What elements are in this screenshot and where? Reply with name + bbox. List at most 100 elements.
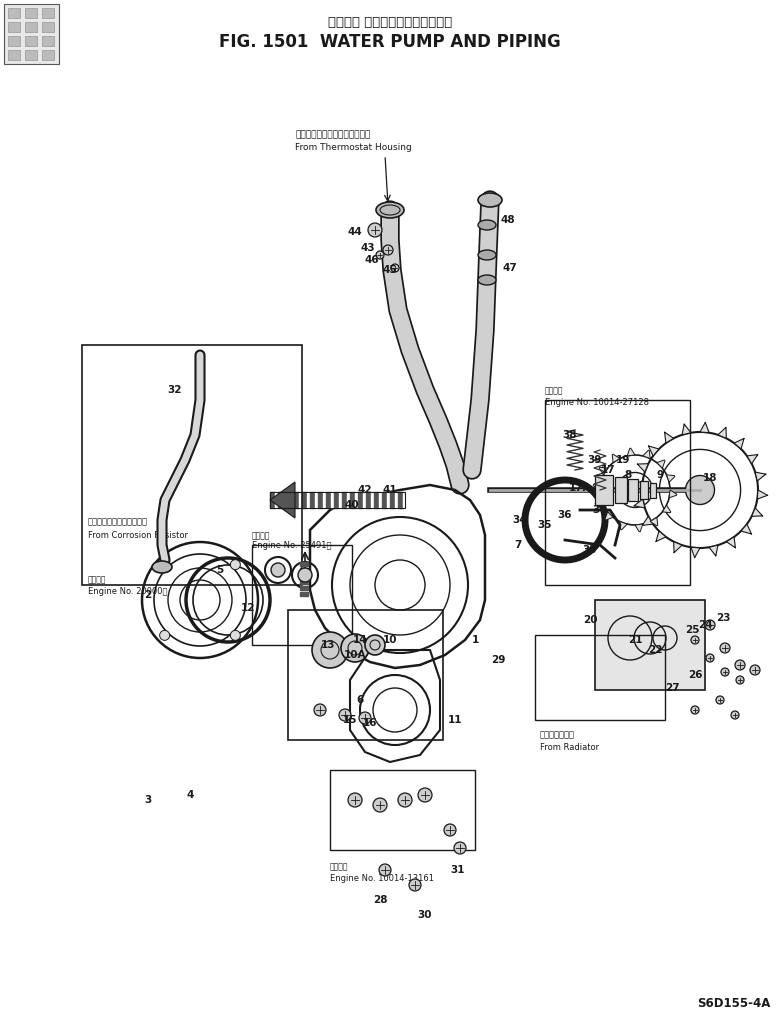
- Circle shape: [706, 654, 714, 662]
- Polygon shape: [718, 427, 726, 439]
- Text: 17A: 17A: [569, 483, 591, 493]
- Polygon shape: [665, 432, 674, 443]
- Polygon shape: [398, 492, 403, 508]
- Text: 11: 11: [448, 715, 462, 725]
- Text: 47: 47: [503, 263, 517, 273]
- Polygon shape: [657, 460, 665, 468]
- Polygon shape: [350, 492, 355, 508]
- Text: 5: 5: [216, 565, 223, 575]
- Circle shape: [341, 634, 369, 662]
- Circle shape: [230, 630, 241, 641]
- Circle shape: [686, 476, 715, 504]
- Circle shape: [736, 676, 744, 684]
- FancyBboxPatch shape: [4, 4, 59, 64]
- Text: 18: 18: [703, 473, 717, 483]
- Text: 適用番号: 適用番号: [252, 531, 270, 540]
- Polygon shape: [662, 505, 671, 512]
- Bar: [42, 50, 54, 60]
- Polygon shape: [599, 467, 608, 475]
- Polygon shape: [634, 499, 645, 508]
- Text: 26: 26: [688, 670, 702, 680]
- Text: 21: 21: [628, 636, 642, 645]
- Circle shape: [705, 620, 715, 630]
- Polygon shape: [700, 422, 709, 433]
- Circle shape: [365, 636, 385, 655]
- Polygon shape: [403, 492, 406, 508]
- Polygon shape: [278, 492, 283, 508]
- Circle shape: [312, 632, 348, 668]
- Text: 2: 2: [144, 590, 152, 600]
- Bar: [650, 483, 656, 498]
- Circle shape: [314, 704, 326, 716]
- Polygon shape: [334, 492, 339, 508]
- Polygon shape: [331, 492, 334, 508]
- Polygon shape: [643, 450, 651, 458]
- Text: From Corrosion Resistor: From Corrosion Resistor: [88, 531, 188, 539]
- Text: 4: 4: [187, 790, 194, 800]
- Polygon shape: [395, 492, 398, 508]
- Bar: [25, 22, 37, 32]
- Polygon shape: [310, 492, 315, 508]
- Polygon shape: [709, 545, 718, 557]
- Text: From Thermostat Housing: From Thermostat Housing: [295, 144, 412, 153]
- Polygon shape: [300, 574, 308, 578]
- Text: FIG. 1501  WATER PUMP AND PIPING: FIG. 1501 WATER PUMP AND PIPING: [219, 33, 561, 51]
- Text: 27: 27: [665, 683, 679, 693]
- Polygon shape: [758, 490, 768, 499]
- Text: 36: 36: [558, 510, 572, 520]
- Text: 23: 23: [715, 613, 730, 623]
- Circle shape: [359, 712, 371, 724]
- Circle shape: [376, 251, 384, 259]
- Circle shape: [339, 709, 351, 721]
- Text: ラジエータから: ラジエータから: [540, 730, 575, 739]
- Text: 適用番号: 適用番号: [330, 862, 348, 871]
- Bar: [42, 8, 54, 18]
- Polygon shape: [691, 547, 700, 558]
- Polygon shape: [300, 592, 308, 596]
- Polygon shape: [286, 492, 291, 508]
- Text: 39: 39: [588, 455, 602, 465]
- Polygon shape: [315, 492, 318, 508]
- Bar: [25, 36, 37, 46]
- Circle shape: [368, 223, 382, 237]
- Ellipse shape: [376, 202, 404, 218]
- Bar: [8, 36, 20, 46]
- Polygon shape: [326, 492, 331, 508]
- Text: 6: 6: [356, 695, 364, 705]
- Polygon shape: [275, 492, 278, 508]
- Polygon shape: [595, 498, 604, 505]
- Circle shape: [409, 879, 421, 891]
- Text: 22: 22: [647, 645, 662, 655]
- Polygon shape: [682, 424, 691, 435]
- FancyBboxPatch shape: [595, 600, 705, 690]
- Circle shape: [391, 264, 399, 272]
- Polygon shape: [741, 524, 752, 534]
- Polygon shape: [390, 492, 395, 508]
- Circle shape: [398, 793, 412, 807]
- Text: 45: 45: [383, 265, 398, 275]
- Circle shape: [379, 864, 391, 876]
- Text: 20: 20: [583, 615, 597, 625]
- Circle shape: [159, 630, 169, 641]
- Polygon shape: [307, 492, 310, 508]
- Circle shape: [383, 245, 393, 255]
- Circle shape: [716, 696, 724, 704]
- Bar: [42, 22, 54, 32]
- Polygon shape: [734, 439, 744, 449]
- Circle shape: [271, 563, 285, 577]
- Bar: [8, 8, 20, 18]
- Text: 13: 13: [321, 640, 335, 650]
- Text: 37: 37: [593, 505, 608, 515]
- Circle shape: [348, 793, 362, 807]
- Ellipse shape: [478, 193, 502, 207]
- Text: 適用番号: 適用番号: [88, 575, 106, 584]
- Text: From Radiator: From Radiator: [540, 743, 599, 752]
- Text: 25: 25: [685, 625, 699, 636]
- Text: ウォータ ポンプおよびパイピング: ウォータ ポンプおよびパイピング: [328, 15, 452, 29]
- Bar: [8, 22, 20, 32]
- Text: 19: 19: [615, 455, 630, 465]
- Text: 34: 34: [512, 515, 527, 525]
- Polygon shape: [605, 511, 613, 520]
- Text: 41: 41: [383, 485, 398, 495]
- Bar: [628, 479, 638, 501]
